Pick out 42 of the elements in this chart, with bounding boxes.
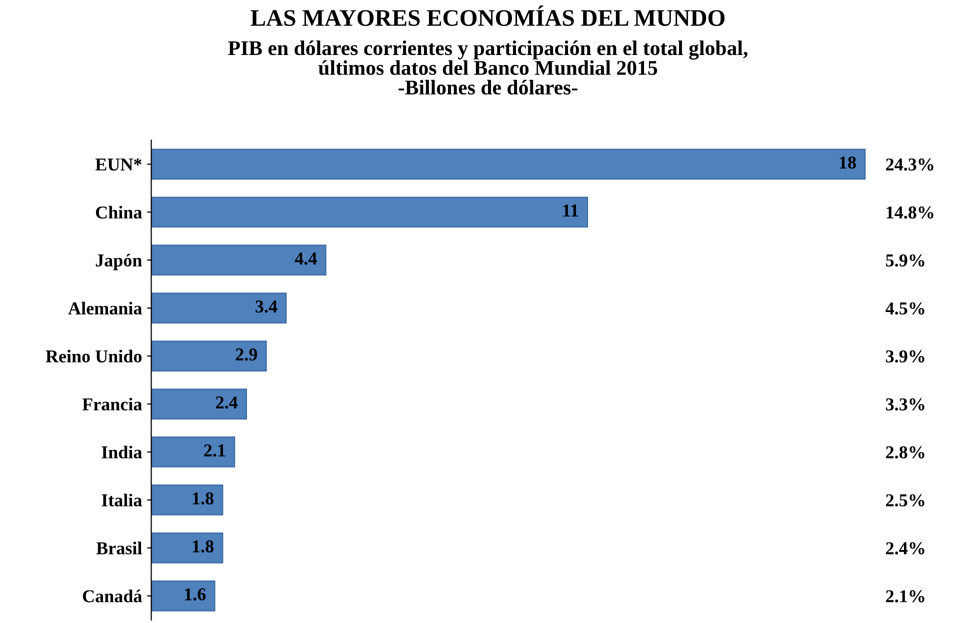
bar bbox=[151, 244, 326, 276]
data-label: 3.4 bbox=[256, 300, 278, 313]
data-label: 2.4 bbox=[216, 396, 238, 409]
data-label: 11 bbox=[563, 204, 578, 216]
data-label: 2.9 bbox=[236, 348, 258, 361]
bar bbox=[151, 580, 216, 612]
bar bbox=[151, 532, 224, 564]
y2-tick-label: 24.3% bbox=[886, 158, 934, 171]
data-label: 1.8 bbox=[192, 492, 214, 505]
y-tick-label: Italia bbox=[102, 494, 142, 506]
chart-title: LAS MAYORES ECONOMÍAS DEL MUNDO bbox=[250, 6, 725, 26]
y-tick-label: Japón bbox=[96, 254, 142, 270]
y2-tick-label: 3.9% bbox=[886, 350, 924, 363]
y2-tick-label: 14.8% bbox=[886, 206, 934, 219]
y-tick-label: Alemania bbox=[68, 302, 142, 315]
y2-tick-label: 5.9% bbox=[886, 254, 924, 267]
bar bbox=[151, 340, 267, 372]
data-label: 1.8 bbox=[192, 540, 214, 553]
data-label: 1.6 bbox=[185, 588, 206, 600]
bar bbox=[151, 292, 287, 324]
y-tick-label: China bbox=[96, 206, 142, 219]
y2-tick-label: 2.4% bbox=[886, 542, 924, 554]
y2-tick-label: 2.1% bbox=[886, 590, 924, 602]
y2-tick-label: 4.5% bbox=[886, 302, 924, 315]
y-tick-label: Brasil bbox=[96, 542, 142, 554]
y-tick-label: Reino Unido bbox=[46, 350, 142, 362]
bar bbox=[151, 436, 236, 468]
data-label: 4.4 bbox=[294, 252, 317, 265]
data-label: 2.1 bbox=[204, 444, 226, 457]
y-tick-label: India bbox=[102, 446, 142, 458]
bar bbox=[151, 196, 588, 228]
data-label: 18 bbox=[840, 156, 856, 169]
bar bbox=[151, 388, 248, 420]
y2-tick-label: 2.8% bbox=[886, 446, 924, 459]
chart-subtitle: PIB en dólares corrientes y participación en el total global, últimos datos del Banco Mundial 2015 -Billones de dólares- bbox=[228, 40, 748, 95]
bar bbox=[151, 484, 224, 516]
y-tick-label: Canadá bbox=[82, 590, 142, 602]
y2-tick-label: 2.5% bbox=[886, 494, 924, 506]
bar bbox=[151, 148, 866, 180]
y-tick-label: Francia bbox=[82, 398, 142, 410]
y2-tick-label: 3.3% bbox=[886, 398, 924, 411]
y-tick-label: EUN* bbox=[95, 158, 142, 171]
